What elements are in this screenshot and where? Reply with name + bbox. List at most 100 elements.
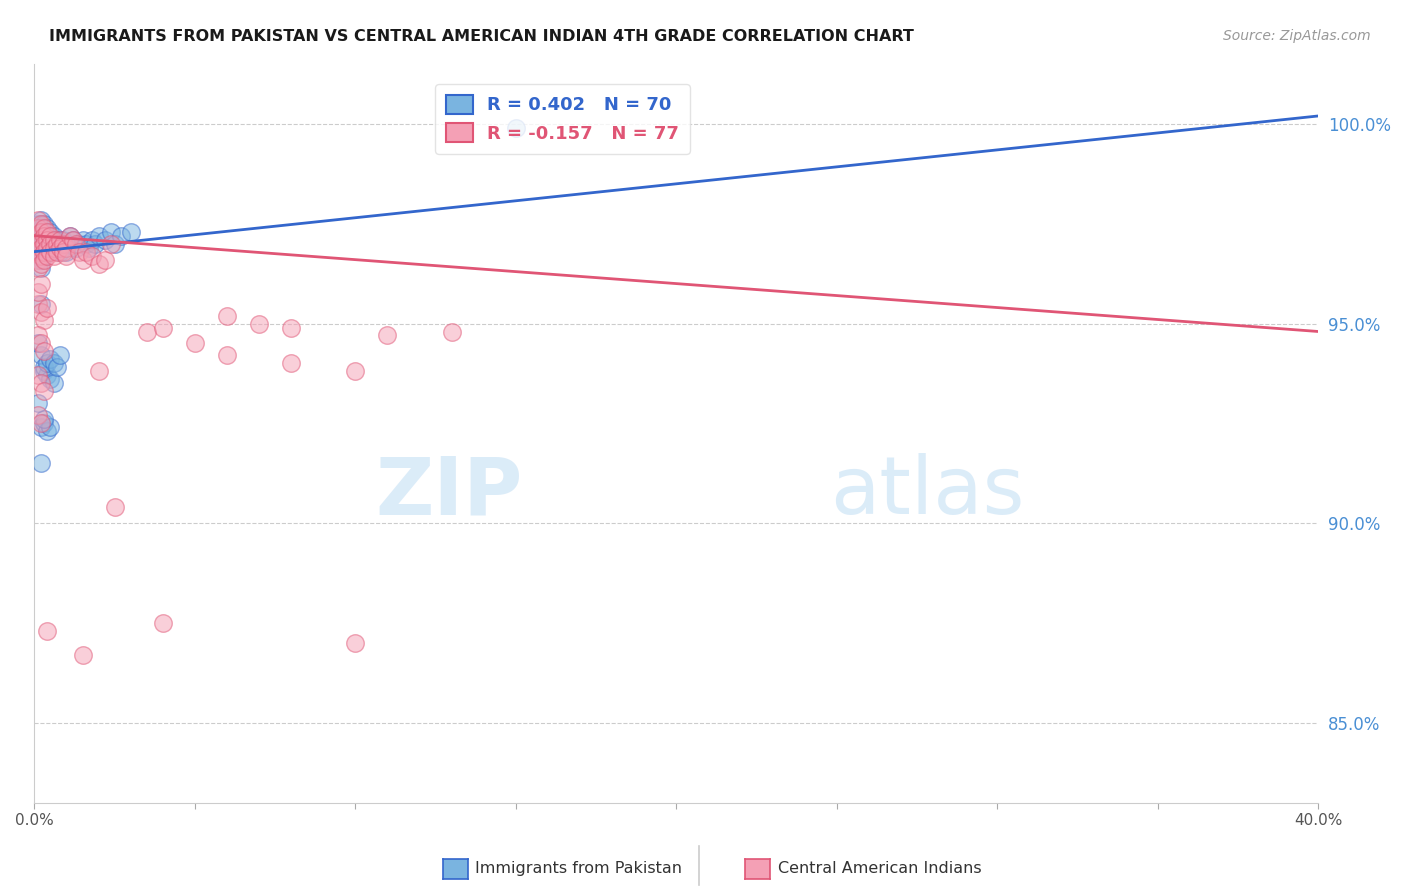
Point [37, 236, 59, 251]
Point [32, 233, 55, 247]
Point [30, 233, 52, 247]
Point [215, 348, 238, 362]
Point [32, 236, 55, 251]
Point [30, 456, 52, 470]
Point [55, 249, 77, 263]
Point [27, 328, 49, 343]
Point [37, 368, 59, 383]
Point [27, 225, 49, 239]
Point [37, 233, 59, 247]
Point [42, 236, 65, 251]
Point [505, 120, 527, 135]
Point [32, 220, 55, 235]
Point [72, 233, 94, 247]
Point [39, 228, 62, 243]
Point [59, 228, 82, 243]
Point [72, 648, 94, 662]
Point [27, 249, 49, 263]
Point [30, 336, 52, 351]
Point [344, 364, 367, 378]
Point [104, 500, 127, 515]
Point [75, 236, 97, 251]
Point [32, 244, 55, 259]
Point [55, 236, 77, 251]
Point [110, 228, 132, 243]
Point [30, 241, 52, 255]
Point [30, 304, 52, 318]
Point [49, 241, 72, 255]
Point [27, 252, 49, 267]
Point [377, 328, 399, 343]
Point [32, 384, 55, 399]
Point [39, 372, 62, 386]
Point [104, 236, 127, 251]
Point [49, 236, 72, 251]
Point [27, 241, 49, 255]
Text: IMMIGRANTS FROM PAKISTAN VS CENTRAL AMERICAN INDIAN 4TH GRADE CORRELATION CHART: IMMIGRANTS FROM PAKISTAN VS CENTRAL AMER… [49, 29, 914, 44]
Point [30, 249, 52, 263]
Point [30, 257, 52, 271]
Point [32, 360, 55, 375]
Point [27, 244, 49, 259]
Point [120, 225, 142, 239]
Point [32, 228, 55, 243]
Point [30, 212, 52, 227]
Point [32, 344, 55, 359]
Point [135, 325, 157, 339]
Point [39, 420, 62, 434]
Point [65, 241, 87, 255]
Point [49, 348, 72, 362]
Point [94, 233, 117, 247]
Point [32, 225, 55, 239]
Point [32, 241, 55, 255]
Point [27, 236, 49, 251]
Point [152, 615, 174, 630]
Point [100, 225, 122, 239]
Point [37, 228, 59, 243]
Text: Source: ZipAtlas.com: Source: ZipAtlas.com [1223, 29, 1371, 43]
Point [32, 217, 55, 231]
Point [27, 260, 49, 275]
Point [30, 348, 52, 362]
Point [30, 252, 52, 267]
Point [45, 236, 67, 251]
Point [84, 236, 107, 251]
Point [30, 376, 52, 391]
Point [55, 244, 77, 259]
Point [87, 257, 110, 271]
Point [27, 396, 49, 410]
Point [27, 212, 49, 227]
Point [77, 241, 100, 255]
Point [45, 241, 67, 255]
Point [280, 320, 302, 334]
Point [32, 417, 55, 431]
Point [27, 296, 49, 310]
Point [62, 233, 84, 247]
Point [27, 217, 49, 231]
Point [45, 244, 67, 259]
Point [215, 309, 238, 323]
Point [37, 356, 59, 370]
Point [27, 368, 49, 383]
Point [247, 317, 270, 331]
Point [30, 225, 52, 239]
Point [42, 228, 65, 243]
Point [42, 241, 65, 255]
Point [27, 220, 49, 235]
Point [67, 236, 90, 251]
Point [32, 312, 55, 326]
Point [45, 360, 67, 375]
Point [152, 320, 174, 334]
Point [27, 285, 49, 299]
Point [37, 244, 59, 259]
Point [30, 217, 52, 231]
Point [39, 241, 62, 255]
Point [42, 249, 65, 263]
Point [32, 364, 55, 378]
Point [65, 236, 87, 251]
Point [37, 301, 59, 315]
Point [30, 244, 52, 259]
Point [30, 228, 52, 243]
Point [62, 233, 84, 247]
Point [27, 409, 49, 423]
